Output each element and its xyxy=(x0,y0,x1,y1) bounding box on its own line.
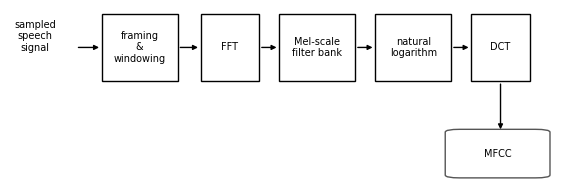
Text: DCT: DCT xyxy=(491,42,510,52)
Bar xyxy=(375,14,451,81)
Bar xyxy=(279,14,355,81)
Text: natural
logarithm: natural logarithm xyxy=(390,37,436,58)
Text: MFCC: MFCC xyxy=(484,149,512,159)
Text: Mel-scale
filter bank: Mel-scale filter bank xyxy=(292,37,342,58)
Text: framing
&
windowing: framing & windowing xyxy=(113,31,166,64)
Text: sampled
speech
signal: sampled speech signal xyxy=(14,20,56,53)
Text: FFT: FFT xyxy=(221,42,239,52)
Bar xyxy=(102,14,178,81)
Bar xyxy=(201,14,259,81)
FancyBboxPatch shape xyxy=(445,129,550,178)
Bar xyxy=(471,14,530,81)
